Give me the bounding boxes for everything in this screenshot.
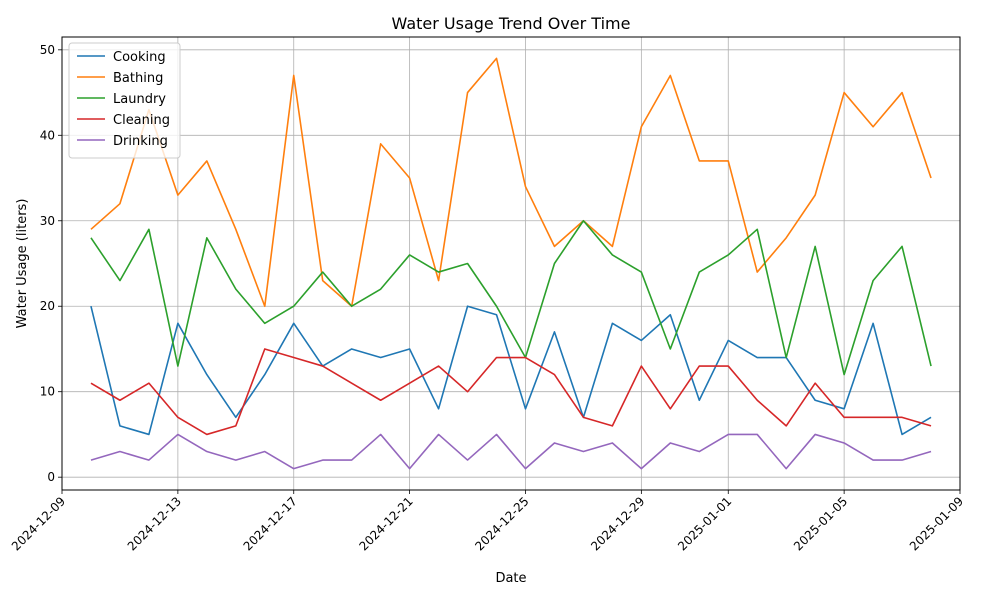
legend-label-cleaning: Cleaning — [113, 113, 170, 128]
series-line-cooking — [90, 305, 932, 436]
legend-box — [68, 42, 181, 159]
legend-label-laundry: Laundry — [113, 92, 166, 107]
y-tick-label: 10 — [40, 385, 55, 399]
chart-title: Water Usage Trend Over Time — [392, 14, 631, 33]
series-lines — [90, 57, 932, 470]
legend-label-bathing: Bathing — [113, 71, 163, 86]
y-tick-label: 0 — [47, 470, 55, 484]
x-axis-label: Date — [495, 571, 526, 586]
y-tick-label: 40 — [40, 128, 55, 142]
series-line-cleaning — [90, 348, 932, 436]
legend-label-drinking: Drinking — [113, 134, 168, 149]
y-tick-label: 20 — [40, 299, 55, 313]
y-tick-label: 30 — [40, 214, 55, 228]
legend: Cooking Bathing Laundry Cleaning Drinking — [68, 42, 181, 159]
series-line-drinking — [90, 433, 932, 470]
y-tick-label: 50 — [40, 43, 55, 57]
legend-label-cooking: Cooking — [113, 50, 166, 65]
series-line-bathing — [90, 57, 932, 308]
y-axis-label: Water Usage (liters) — [15, 199, 30, 329]
series-line-laundry — [90, 219, 932, 376]
plot-frame — [61, 36, 961, 491]
